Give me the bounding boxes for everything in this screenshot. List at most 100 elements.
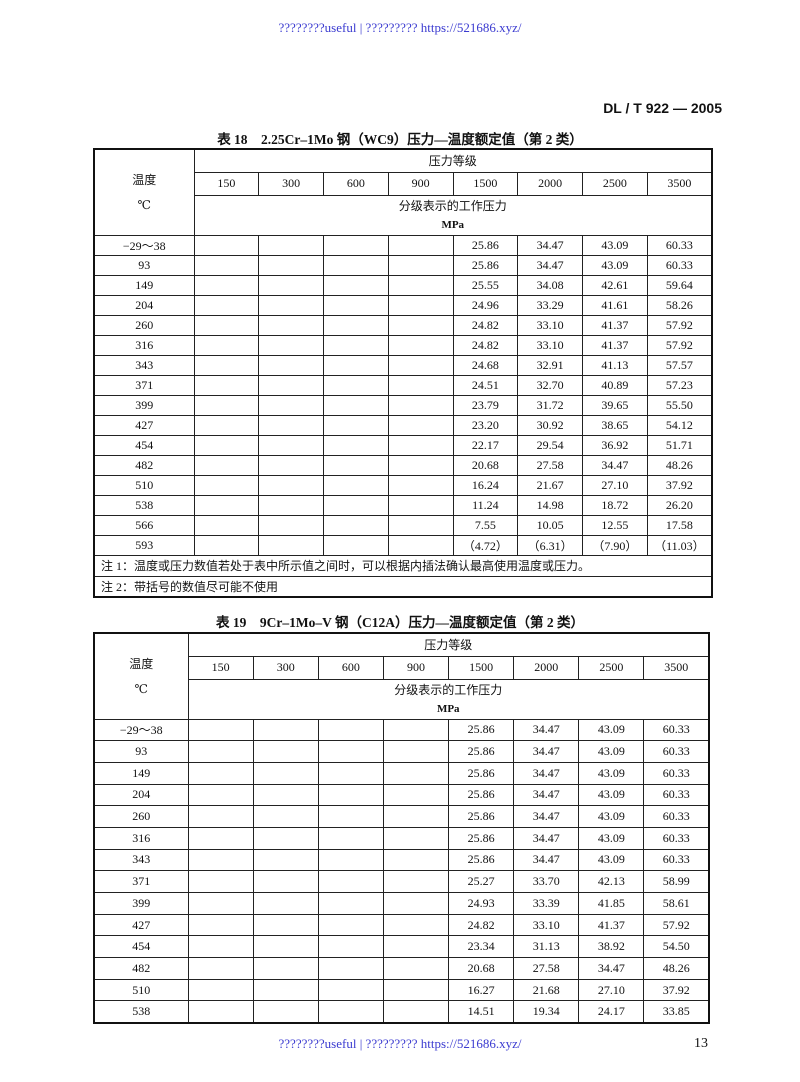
pressure-cell: 14.51 (447, 1000, 515, 1024)
pressure-cell: 58.99 (643, 870, 710, 893)
grade-cell: 2000 (513, 655, 580, 680)
pressure-cell: 29.54 (517, 434, 583, 456)
pressure-cell: 31.72 (517, 394, 583, 416)
pressure-cell (252, 783, 319, 807)
pressure-cell: 25.86 (447, 783, 515, 807)
temp-cell: 204 (93, 294, 195, 316)
pressure-cell (193, 394, 260, 416)
pressure-cell: 34.47 (513, 740, 580, 763)
pressure-cell (187, 978, 254, 1002)
pressure-cell (187, 740, 254, 763)
pressure-cell (382, 870, 450, 893)
pressure-cell: 23.79 (452, 394, 519, 416)
pressure-cell: 43.09 (578, 826, 645, 850)
pressure-cell (387, 414, 454, 436)
pressure-cell: 24.82 (452, 334, 519, 356)
pressure-unit: MPa (193, 215, 713, 236)
pressure-cell: 60.33 (643, 783, 710, 807)
temp-cell: 149 (93, 274, 195, 296)
pressure-cell (258, 394, 324, 416)
table-row: 399 23.79 31.72 39.65 55.50 (93, 394, 713, 416)
pressure-cell (252, 978, 319, 1002)
temp-cell: 538 (93, 494, 195, 516)
pressure-cell (187, 783, 254, 807)
pressure-cell (187, 718, 254, 742)
pressure-cell (323, 274, 389, 296)
watermark-bottom[interactable]: ????????useful | ????????? https://52168… (278, 1036, 522, 1051)
temp-cell: 260 (93, 314, 195, 336)
temp-header: 温度 ℃ (93, 148, 195, 236)
pressure-cell (387, 434, 454, 456)
pressure-cell (258, 534, 324, 556)
table-row: −29～38 25.86 34.47 43.09 60.33 (93, 718, 710, 742)
pressure-cell (258, 274, 324, 296)
pressure-cell: 57.92 (646, 314, 713, 336)
grade-cell: 300 (252, 655, 319, 680)
pressure-cell: 25.86 (452, 234, 519, 256)
pressure-cell (193, 494, 260, 516)
temp-cell: 593 (93, 534, 195, 556)
temp-cell: 427 (93, 414, 195, 436)
pressure-cell (317, 957, 384, 980)
pressure-cell: 34.47 (513, 826, 580, 850)
pressure-cell (193, 254, 260, 276)
temp-cell: 399 (93, 892, 189, 915)
pressure-cell: 43.09 (578, 848, 645, 872)
pressure-cell (323, 514, 389, 536)
pressure-cell: 24.93 (447, 892, 515, 915)
pressure-cell (187, 848, 254, 872)
pressure-cell: 27.10 (578, 978, 645, 1002)
pressure-cell: 33.10 (517, 334, 583, 356)
temp-cell: 316 (93, 334, 195, 356)
pressure-cell (258, 294, 324, 316)
pressure-cell: 48.26 (646, 454, 713, 476)
pressure-cell (258, 414, 324, 436)
temp-cell: 260 (93, 805, 189, 828)
pressure-cell: 43.09 (578, 740, 645, 763)
temp-unit: ℃ (137, 198, 151, 213)
grade-cell: 150 (193, 171, 260, 196)
pressure-cell (252, 718, 319, 742)
pressure-cell: 43.09 (582, 234, 648, 256)
table-row: 566 7.55 10.05 12.55 17.58 (93, 514, 713, 536)
pressure-cell (258, 254, 324, 276)
table-18: 温度 ℃ 压力等级 150 300 600 900 1500 2000 2500 3500 分级表示的… (93, 148, 713, 598)
table-row: 149 25.86 34.47 43.09 60.33 (93, 761, 710, 785)
pressure-cell: 40.89 (582, 374, 648, 396)
pressure-cell (317, 718, 384, 742)
pressure-cell (323, 234, 389, 256)
temp-unit: ℃ (134, 682, 148, 697)
pressure-cell (187, 913, 254, 937)
pressure-cell: （4.72） (452, 534, 519, 556)
pressure-cell: 60.33 (643, 761, 710, 785)
pressure-cell (323, 334, 389, 356)
pressure-cell: 24.17 (578, 1000, 645, 1024)
table-row: −29～38 25.86 34.47 43.09 60.33 (93, 234, 713, 256)
pressure-cell: 25.86 (447, 805, 515, 828)
pressure-cell: 33.85 (643, 1000, 710, 1024)
pressure-cell: 24.51 (452, 374, 519, 396)
pressure-cell: 54.50 (643, 935, 710, 959)
pressure-cell (387, 454, 454, 476)
grade-cell: 300 (258, 171, 324, 196)
pressure-cell (193, 474, 260, 496)
pressure-cell (187, 761, 254, 785)
temp-cell: 93 (93, 254, 195, 276)
pressure-cell (317, 783, 384, 807)
pressure-cell (382, 1000, 450, 1024)
table-row: 510 16.27 21.68 27.10 37.92 (93, 978, 710, 1002)
temp-label: 温度 (129, 657, 154, 672)
pressure-cell: 60.33 (643, 848, 710, 872)
watermark-top[interactable]: ????????useful | ????????? https://52168… (278, 20, 522, 35)
pressure-cell: 60.33 (646, 234, 713, 256)
pressure-cell: 34.47 (517, 254, 583, 276)
pressure-cell: 43.09 (578, 783, 645, 807)
temp-cell: 538 (93, 1000, 189, 1024)
pressure-cell: 54.12 (646, 414, 713, 436)
pressure-cell: 33.10 (517, 314, 583, 336)
pressure-cell (187, 935, 254, 959)
temp-cell: 316 (93, 826, 189, 850)
pressure-cell: 10.05 (517, 514, 583, 536)
pressure-cell (193, 354, 260, 376)
pressure-cell (193, 374, 260, 396)
